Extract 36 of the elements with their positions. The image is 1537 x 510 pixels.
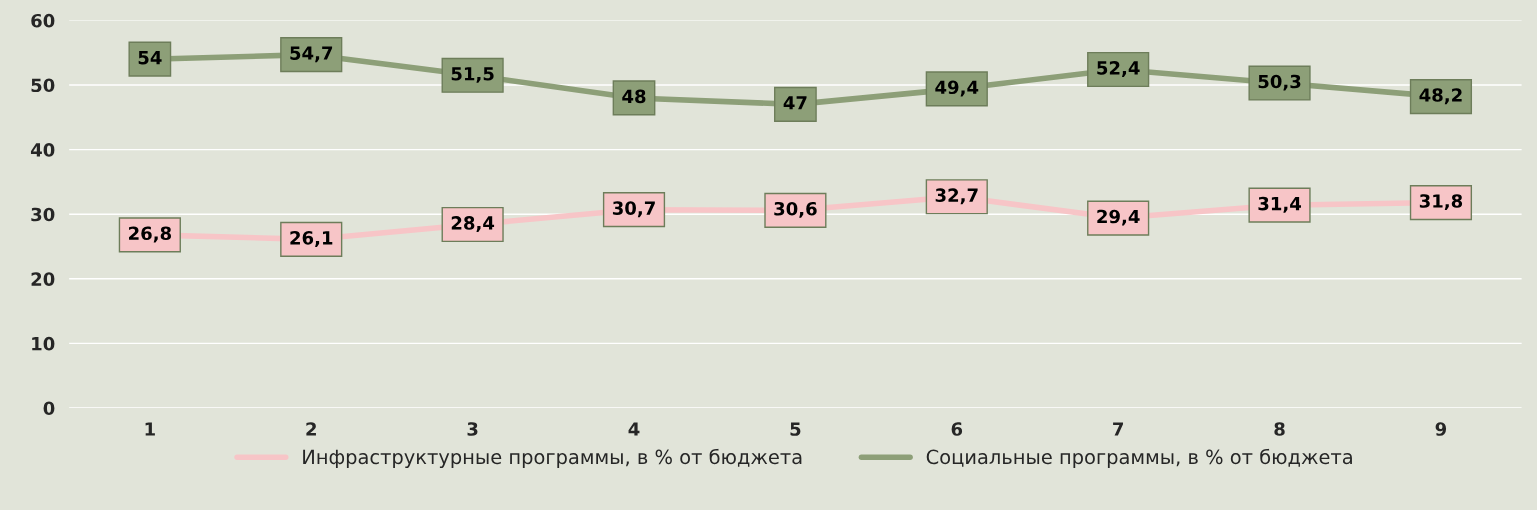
legend-label: Инфраструктурные программы, в % от бюджета [303,448,802,469]
data-label: 26,1 [290,230,333,247]
data-label: 31,8 [1419,194,1463,211]
data-label: 28,4 [451,216,495,233]
y-tick-label: 40 [30,143,55,157]
data-label: 26,8 [129,226,172,243]
x-tick-label: 7 [1113,422,1124,436]
data-label: 49,4 [935,80,979,97]
x-tick-label: 1 [145,422,155,436]
data-label: 48,2 [1419,88,1462,105]
x-tick-label: 5 [790,422,801,436]
data-label: 51,5 [451,67,494,83]
y-tick-label: 60 [31,13,55,28]
x-tick-label: 2 [306,422,316,436]
data-label: 47 [783,96,807,110]
y-tick-label: 10 [32,336,55,351]
x-tick-label: 4 [628,422,640,436]
y-tick-label: 20 [31,272,55,286]
x-tick-label: 8 [1274,422,1285,436]
x-tick-label: 9 [1435,422,1447,436]
data-label: 29,4 [1097,209,1140,226]
data-label: 54 [138,50,162,65]
legend-label: Социальные программы, в % от бюджета [926,448,1352,469]
data-label: 52,4 [1097,61,1140,78]
y-tick-label: 0 [43,401,55,416]
y-tick-label: 50 [31,78,55,93]
data-label: 31,4 [1258,196,1301,213]
data-label: 50,3 [1258,74,1301,91]
data-label: 30,7 [612,201,655,218]
data-label: 48 [622,89,646,104]
data-label: 54,7 [290,46,333,63]
data-label: 32,7 [935,188,978,205]
data-label: 30,6 [774,201,817,218]
x-tick-label: 6 [951,422,963,436]
y-tick-label: 30 [31,207,55,222]
x-tick-label: 3 [467,422,478,436]
